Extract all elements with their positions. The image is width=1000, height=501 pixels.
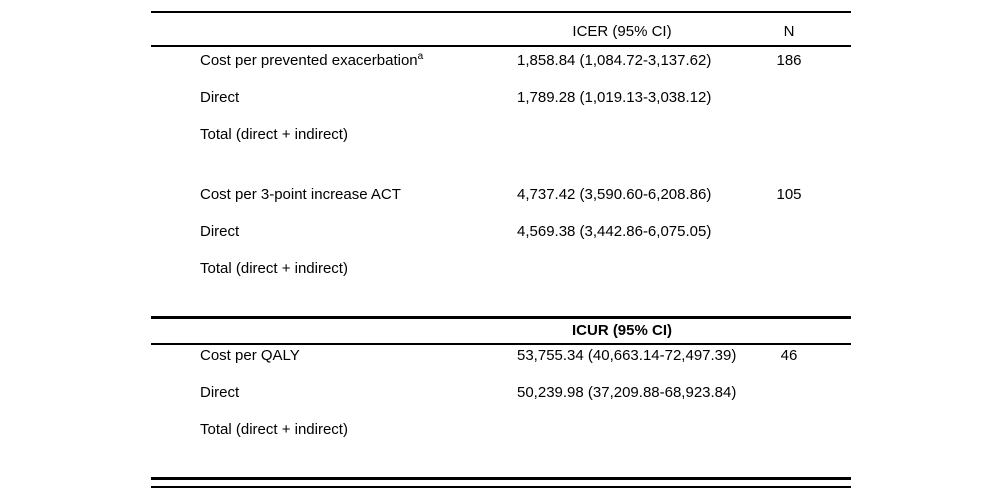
row-label-text: Cost per prevented exacerbation [200,52,418,69]
row-value: 1,789.28 (1,019.13-3,038.12) [517,89,712,106]
icur-top-rule [151,316,851,319]
table-row: Direct 50,239.98 (37,209.88-68,923.84) [151,382,851,419]
icer-header-cell: ICER (95% CI) [572,22,672,40]
group-gap [151,158,851,181]
table-row: Total (direct + indirect) [151,255,851,292]
header-bottom-rule [151,44,851,47]
table-row: Cost per QALY 53,755.34 (40,663.14-72,49… [151,345,851,382]
cost-effectiveness-table: ICER (95% CI) N Cost per prevented exace… [151,0,851,488]
icer-header-row: ICER (95% CI) N [151,13,851,45]
row-label: Direct [200,223,240,240]
row-n: 105 [776,186,802,203]
table-row: Direct 1,789.28 (1,019.13-3,038.12) [151,84,851,121]
table-row: Total (direct + indirect) [151,419,851,456]
row-value: 1,858.84 (1,084.72-3,137.62) [517,52,712,69]
bottom-thin-rule [151,486,851,488]
bottom-gap [151,456,851,477]
row-label: Total (direct + indirect) [200,420,348,438]
footnote-marker: a [417,51,424,62]
row-value: 50,239.98 (37,209.88-68,923.84) [517,383,737,401]
row-label: Total (direct + indirect) [200,126,348,143]
row-label: Cost per QALY [200,346,300,364]
row-label: Direct [200,383,240,401]
row-value: 53,755.34 (40,663.14-72,497.39) [517,346,737,364]
row-label: Cost per 3-point increase ACT [200,186,401,203]
icur-header-row: ICUR (95% CI) [151,319,851,343]
section-gap [151,292,851,316]
table-row: Total (direct + indirect) [151,121,851,158]
icur-bottom-rule [151,342,851,345]
row-label: Total (direct + indirect) [200,260,348,277]
row-label: Cost per prevented exacerbationa [151,52,517,70]
row-n: 186 [776,52,802,69]
row-value: 4,737.42 (3,590.60-6,208.86) [517,186,712,203]
icur-header-cell: ICUR (95% CI) [571,322,672,339]
row-value: 4,569.38 (3,442.86-6,075.05) [517,223,712,240]
table-row: Direct 4,569.38 (3,442.86-6,075.05) [151,218,851,255]
table-row: Cost per 3-point increase ACT 4,737.42 (… [151,181,851,218]
row-n: 46 [780,346,798,364]
table-row: Cost per prevented exacerbationa 1,858.8… [151,47,851,84]
row-label: Direct [200,89,240,106]
n-header-cell: N [783,22,795,40]
bottom-thick-rule [151,476,851,480]
table-top-rule [151,11,851,13]
